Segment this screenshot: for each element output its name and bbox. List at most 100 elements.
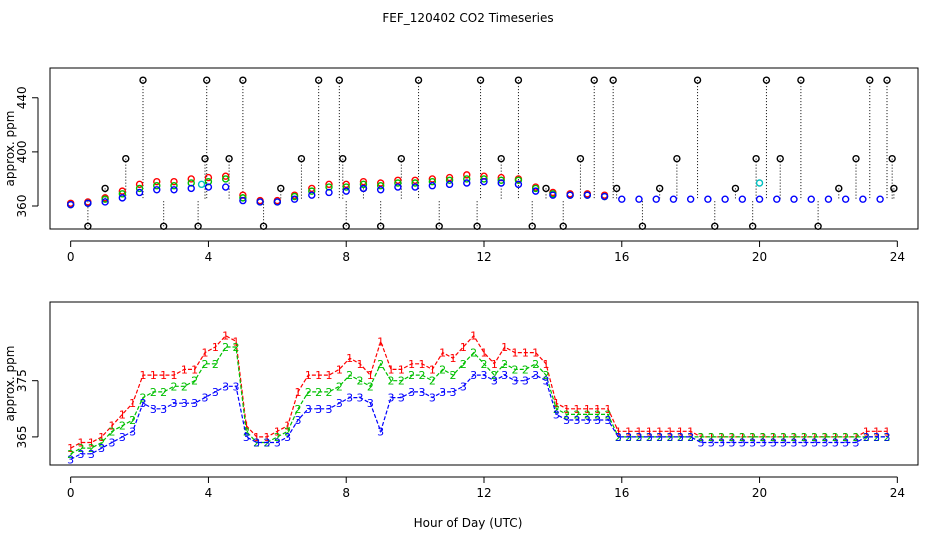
data-point-2: 2: [243, 425, 250, 438]
data-point-1: 1: [388, 363, 395, 376]
data-point-flagged: [297, 154, 306, 163]
data-point-2: 2: [315, 386, 322, 399]
data-point-2: [170, 182, 178, 190]
data-point-2: 2: [481, 358, 488, 371]
x-tick-label: 20: [752, 486, 767, 500]
data-point-3: 3: [677, 431, 684, 444]
data-point-3: 3: [698, 437, 705, 450]
data-point-1: 1: [667, 425, 674, 438]
data-point-1: 1: [419, 358, 426, 371]
data-point-3: [807, 195, 815, 203]
data-point-1: 1: [501, 341, 508, 354]
data-point-2: 2: [770, 431, 777, 444]
data-point-flagged: [528, 222, 536, 230]
data-point-3: 3: [646, 431, 653, 444]
data-point-3: 3: [460, 380, 467, 393]
data-point-3: [342, 187, 350, 195]
data-point-3: 3: [729, 437, 736, 450]
data-point-3: 3: [780, 437, 787, 450]
data-point-2: 2: [336, 380, 343, 393]
data-point-1: 1: [822, 431, 829, 444]
x-tick-label: 4: [205, 250, 213, 264]
data-point-3: 3: [863, 431, 870, 444]
data-point-3: 3: [791, 437, 798, 450]
data-point-1: [394, 176, 402, 184]
data-point-1: 1: [398, 363, 405, 376]
data-point-3: 3: [760, 437, 767, 450]
data-point-1: 1: [563, 403, 570, 416]
data-point-1: 1: [646, 425, 653, 438]
data-point-2: 2: [594, 408, 601, 421]
data-point-2: 2: [346, 369, 353, 382]
data-point-2: [445, 176, 454, 184]
data-point-3: 3: [295, 414, 302, 427]
data-point-2: 2: [222, 341, 229, 354]
x-tick-label: 0: [67, 486, 75, 500]
data-point-1: [463, 171, 471, 179]
data-point-2: 2: [419, 369, 426, 382]
data-point-3: [256, 198, 264, 206]
data-point-2: [239, 194, 247, 202]
data-point-3: 3: [884, 431, 891, 444]
data-point-flagged: [835, 184, 843, 193]
data-point-3: [187, 184, 195, 193]
data-point-1: 1: [470, 330, 477, 343]
data-point-3: [583, 191, 592, 199]
data-point-1: 1: [78, 437, 85, 450]
data-point-1: 1: [171, 369, 178, 382]
data-point-3: 3: [615, 431, 622, 444]
data-point-2: 2: [398, 375, 405, 388]
data-point-1: 1: [274, 425, 281, 438]
data-point-2: 2: [202, 358, 209, 371]
data-point-1: 1: [780, 431, 787, 444]
data-point-3: 3: [811, 437, 818, 450]
data-point-1: 1: [357, 358, 364, 371]
y-tick-label: 360: [15, 195, 29, 218]
data-point-2: 2: [584, 408, 591, 421]
data-point-2: 2: [408, 369, 415, 382]
data-point-2: 2: [605, 408, 612, 421]
data-point-3: [411, 183, 419, 191]
data-point-3: [480, 177, 488, 186]
data-point-3: [549, 191, 557, 199]
data-point-2: 2: [305, 386, 312, 399]
data-point-1: [187, 175, 195, 183]
data-point-3: [153, 186, 161, 194]
data-point-3: [618, 195, 626, 203]
data-point-2: 2: [253, 437, 260, 450]
data-point-1: 1: [522, 347, 529, 360]
x-tick-label: 8: [342, 250, 350, 264]
data-point-1: 1: [584, 403, 591, 416]
data-point-1: [153, 177, 161, 186]
data-point-3: 3: [212, 386, 219, 399]
data-point-1: 1: [109, 420, 116, 433]
data-point-3: 3: [253, 437, 260, 450]
x-tick-label: 12: [476, 250, 491, 264]
data-point-3: [308, 191, 316, 199]
data-point-3: 3: [739, 437, 746, 450]
data-point-3: 3: [718, 437, 725, 450]
data-point-3: [824, 195, 833, 203]
data-point-flagged: [673, 154, 681, 163]
data-point-flagged: [342, 222, 350, 230]
x-axis-label: Hour of Day (UTC): [414, 516, 523, 530]
data-point-flagged: [473, 222, 481, 230]
data-point-3: 3: [491, 375, 498, 388]
data-point-3: 3: [553, 408, 560, 421]
data-point-1: 1: [574, 403, 581, 416]
data-point-3: 3: [191, 397, 198, 410]
data-point-3: 3: [109, 437, 116, 450]
data-point-flagged: [814, 222, 822, 230]
data-point-1: [221, 172, 230, 180]
data-point-3: 3: [202, 392, 209, 405]
data-point-flagged: [693, 76, 702, 84]
data-point-1: 1: [140, 369, 147, 382]
data-point-3: [376, 186, 385, 194]
data-point-flagged: [797, 76, 805, 84]
data-point-2: 2: [543, 369, 550, 382]
data-point-1: [325, 180, 333, 189]
data-point-3: 3: [450, 386, 457, 399]
data-point-2: 2: [98, 437, 105, 450]
data-point-3: [394, 183, 402, 191]
y-tick-label: 440: [15, 86, 29, 109]
